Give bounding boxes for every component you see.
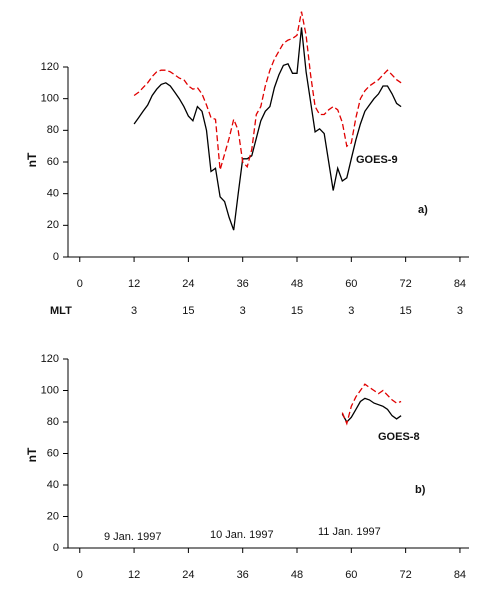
- y-tick-label: 120: [41, 353, 59, 365]
- x-tick-label: 0: [77, 278, 83, 290]
- x-tick-label: 60: [345, 278, 357, 290]
- mlt-tick-label: 3: [348, 305, 354, 317]
- y-tick-label: 100: [41, 93, 59, 105]
- mlt-tick-label: 15: [182, 305, 194, 317]
- y-tick-label: 20: [47, 510, 59, 522]
- y-axis-label: nT: [25, 152, 39, 167]
- annotation: GOES-8: [378, 431, 420, 443]
- y-tick-label: 60: [47, 156, 59, 168]
- y-tick-label: 40: [47, 188, 59, 200]
- y-tick-label: 0: [53, 542, 59, 554]
- mlt-tick-label: 3: [457, 305, 463, 317]
- mlt-tick-label: 3: [131, 305, 137, 317]
- x-tick-label: 12: [128, 278, 140, 290]
- series-line: [133, 11, 402, 171]
- mlt-tick-label: 15: [400, 305, 412, 317]
- y-tick-label: 120: [41, 61, 59, 73]
- x-tick-label: 0: [77, 569, 83, 581]
- annotation: 10 Jan. 1997: [210, 529, 274, 541]
- x-tick-label: 36: [237, 278, 249, 290]
- y-tick-label: 80: [47, 124, 59, 136]
- annotation: b): [415, 484, 426, 496]
- x-tick-label: 24: [182, 569, 194, 581]
- y-axis-label: nT: [25, 447, 39, 462]
- x-tick-label: 48: [291, 278, 303, 290]
- annotation: 9 Jan. 1997: [104, 531, 162, 543]
- x-tick-label: 84: [454, 278, 466, 290]
- x-tick-label: 72: [400, 278, 412, 290]
- y-tick-label: 100: [41, 384, 59, 396]
- x-tick-label: 36: [237, 569, 249, 581]
- y-tick-label: 40: [47, 479, 59, 491]
- series-line: [341, 383, 402, 426]
- x-tick-label: 48: [291, 569, 303, 581]
- x-tick-label: 12: [128, 569, 140, 581]
- mlt-tick-label: 15: [291, 305, 303, 317]
- mlt-tick-label: 3: [240, 305, 246, 317]
- annotation: a): [418, 204, 428, 216]
- y-tick-label: 0: [53, 251, 59, 263]
- series-line: [133, 27, 402, 231]
- series-line: [341, 397, 402, 424]
- x-tick-label: 84: [454, 569, 466, 581]
- x-tick-label: 60: [345, 569, 357, 581]
- annotation: GOES-9: [356, 154, 398, 166]
- y-tick-label: 60: [47, 447, 59, 459]
- y-tick-label: 80: [47, 416, 59, 428]
- x-tick-label: 24: [182, 278, 194, 290]
- x-tick-label: 72: [400, 569, 412, 581]
- y-tick-label: 20: [47, 219, 59, 231]
- annotation: 11 Jan. 1997: [318, 526, 381, 538]
- mlt-label: MLT: [50, 305, 72, 317]
